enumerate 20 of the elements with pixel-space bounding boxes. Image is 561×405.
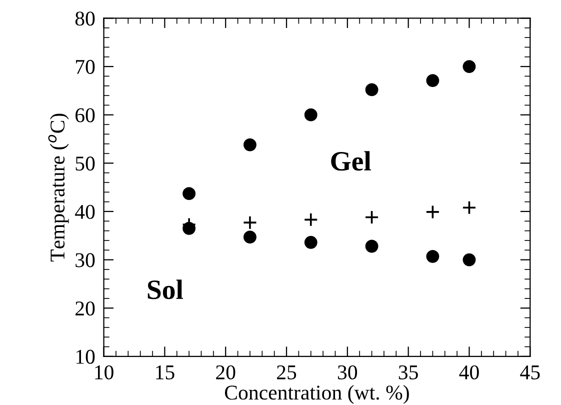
x-tick-label: 25 — [277, 365, 296, 380]
annotation: Sol — [148, 280, 183, 300]
y-tick-label: 80 — [75, 12, 95, 26]
y-tick-label: 30 — [76, 253, 95, 268]
y-tick-label: 40 — [75, 204, 95, 219]
y-tick-label: 20 — [76, 301, 95, 316]
x-axis-title: Concentration (wt. %) — [224, 385, 409, 404]
y-axis-title: Temperature ($^{o}$C) — [48, 114, 69, 262]
x-tick-label: 35 — [398, 365, 418, 380]
x-tick-label: 15 — [156, 365, 174, 380]
x-tick-label: 20 — [216, 365, 236, 380]
y-tick-label: 70 — [76, 60, 95, 74]
x-tick-label: 30 — [338, 365, 358, 380]
annotation: Gel — [331, 151, 371, 171]
y-tick-label: 50 — [76, 156, 95, 171]
y-tick-label: 10 — [76, 350, 95, 364]
x-tick-label: 10 — [95, 365, 114, 380]
x-tick-label: 45 — [520, 365, 540, 380]
x-tick-label: 40 — [459, 365, 479, 380]
y-tick-label: 60 — [76, 108, 95, 122]
